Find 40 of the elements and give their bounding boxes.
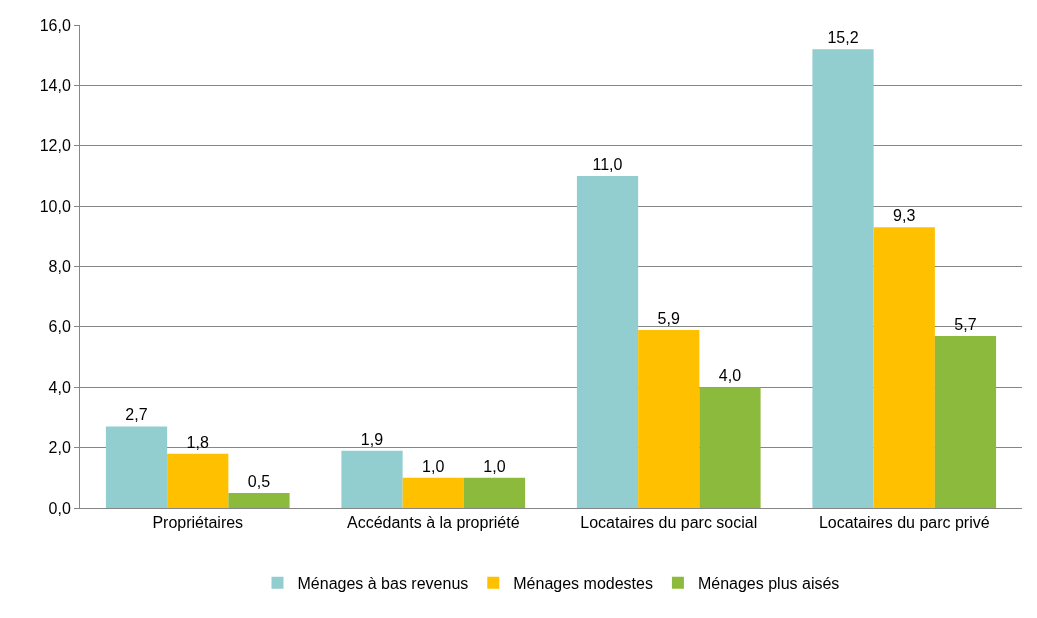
data-label: 4,0 bbox=[718, 367, 742, 385]
bar bbox=[402, 477, 464, 508]
bar bbox=[638, 329, 700, 508]
y-tick-label: 14,0 bbox=[39, 76, 71, 94]
y-tick-label: 2,0 bbox=[48, 439, 71, 457]
data-label: 1,0 bbox=[422, 457, 445, 475]
data-label: 1,9 bbox=[360, 430, 384, 448]
x-tick-label: Locataires du parc social bbox=[580, 514, 758, 532]
y-tick-label: 4,0 bbox=[48, 378, 71, 396]
x-tick-label: Propriétaires bbox=[152, 514, 244, 532]
bar bbox=[576, 175, 639, 508]
legend-label: Ménages plus aisés bbox=[697, 575, 840, 593]
data-label: 1,8 bbox=[186, 433, 209, 451]
data-label: 1,0 bbox=[483, 457, 506, 475]
x-tick-label: Locataires du parc privé bbox=[818, 514, 990, 532]
bar bbox=[873, 227, 935, 508]
y-tick-label: 0,0 bbox=[48, 499, 71, 517]
bar bbox=[934, 335, 997, 508]
bar bbox=[105, 426, 168, 508]
y-tick-label: 8,0 bbox=[48, 258, 71, 276]
legend-label: Ménages modestes bbox=[513, 575, 653, 593]
bar bbox=[812, 49, 874, 508]
y-tick-label: 16,0 bbox=[39, 16, 71, 34]
y-tick-label: 10,0 bbox=[39, 197, 71, 215]
data-label: 0,5 bbox=[247, 472, 271, 490]
data-label: 15,2 bbox=[827, 29, 859, 47]
y-tick-label: 12,0 bbox=[39, 137, 71, 155]
data-label: 11,0 bbox=[592, 155, 623, 173]
data-label: 5,9 bbox=[657, 309, 680, 327]
data-label: 5,7 bbox=[954, 315, 977, 333]
bar bbox=[228, 492, 290, 508]
x-tick-label: Accédants à la propriété bbox=[346, 514, 520, 532]
data-label: 2,7 bbox=[125, 406, 148, 424]
y-tick-label: 6,0 bbox=[48, 318, 71, 336]
bar bbox=[341, 450, 403, 508]
bar bbox=[167, 453, 229, 508]
bar bbox=[699, 387, 761, 508]
bar bbox=[463, 477, 526, 508]
data-label: 9,3 bbox=[893, 207, 916, 225]
legend-label: Ménages à bas revenus bbox=[297, 575, 469, 593]
